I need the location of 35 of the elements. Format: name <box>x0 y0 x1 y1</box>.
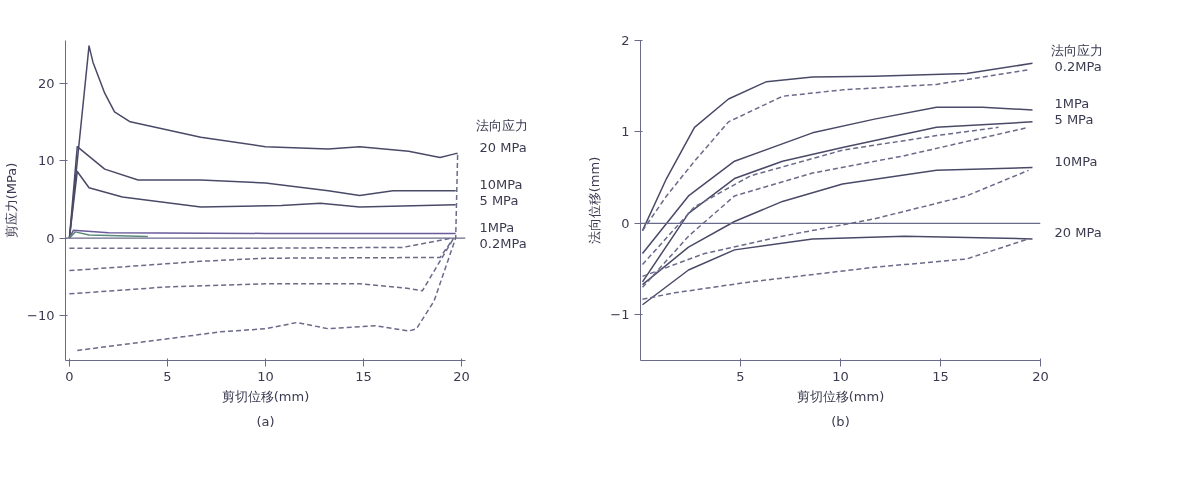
y-tick-label: 0 <box>621 215 630 231</box>
x-tick-label: 20 <box>453 368 470 384</box>
x-tick-label: 10 <box>257 368 274 384</box>
y-axis-title: 法向位移(mm) <box>587 156 603 245</box>
x-tick-label: 10 <box>832 368 849 384</box>
series-label: 0.2MPa <box>1054 59 1102 74</box>
y-tick-label: −1 <box>610 307 630 323</box>
series-label: 1MPa <box>479 219 515 235</box>
legend-title: 法向应力 <box>475 118 528 134</box>
y-tick-label: −10 <box>27 308 55 324</box>
series-label: 5 MPa <box>1054 112 1094 128</box>
y-axis-title: 剪应力(MPa) <box>4 162 20 239</box>
y-tick-label: 1 <box>621 124 630 140</box>
x-tick-label: 15 <box>355 368 372 384</box>
y-tick-label: 2 <box>621 33 630 48</box>
series-label: 1MPa <box>1054 96 1090 112</box>
text: (a) <box>256 413 275 429</box>
x-tick-label: 0 <box>65 368 74 384</box>
text: 0.2MPa <box>479 235 527 251</box>
x-tick-label: 5 <box>736 368 745 384</box>
series-label: 5 MPa <box>479 193 519 209</box>
text: (b) <box>831 413 850 429</box>
series-label: 10MPa <box>479 177 523 193</box>
x-tick-label: 20 <box>1032 368 1049 384</box>
x-tick-label: 5 <box>163 368 172 384</box>
legend-title: 法向应力 <box>1050 43 1103 58</box>
series-label: 20 MPa <box>1054 225 1102 241</box>
series-label: 10MPa <box>1054 154 1098 170</box>
y-tick-label: 0 <box>46 230 55 246</box>
x-tick-label: 15 <box>932 368 949 384</box>
x-axis-title: 剪切位移(mm) <box>796 388 885 404</box>
series-label: 20 MPa <box>479 140 527 156</box>
y-tick-label: 20 <box>37 75 55 91</box>
x-axis-title: 剪切位移(mm) <box>221 388 310 404</box>
y-tick-label: 10 <box>37 153 55 169</box>
